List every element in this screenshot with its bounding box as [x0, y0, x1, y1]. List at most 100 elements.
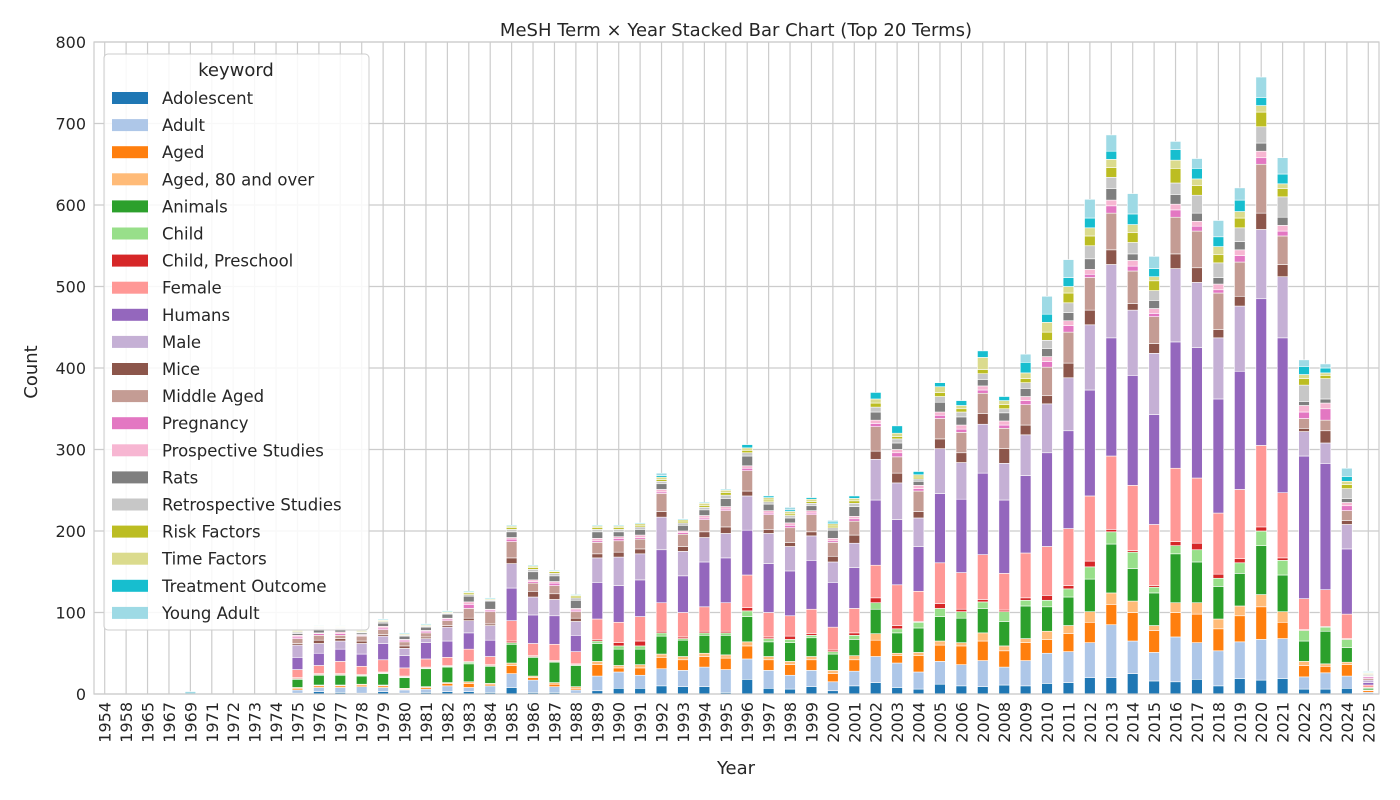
bar-segment	[1105, 205, 1117, 214]
bar-segment	[1041, 683, 1053, 695]
legend-label: Time Factors	[161, 550, 267, 569]
bar-segment	[1298, 411, 1310, 419]
bar-segment	[955, 664, 968, 687]
bar-segment	[634, 687, 646, 695]
bar-segment	[1276, 574, 1289, 612]
bar-segment	[1062, 325, 1075, 333]
bar-segment	[591, 553, 603, 559]
bar-segment	[548, 575, 561, 582]
bar-segment	[548, 569, 561, 572]
bar-segment	[1148, 290, 1160, 301]
bar-segment	[398, 655, 411, 669]
bar-segment	[955, 424, 968, 430]
bar-segment	[1062, 312, 1075, 322]
bar-segment	[1255, 111, 1267, 128]
bar-segment	[591, 531, 603, 539]
bar-segment	[1169, 612, 1182, 638]
bar-segment	[827, 626, 839, 651]
bar-segment	[1234, 641, 1246, 679]
bar-segment	[1234, 489, 1246, 560]
bar-segment	[527, 591, 539, 598]
bar-segment	[870, 633, 882, 641]
bar-segment	[934, 392, 946, 397]
bar-segment	[356, 686, 368, 694]
bar-segment	[548, 582, 561, 586]
bar-segment	[912, 655, 925, 673]
x-tick-label: 1998	[781, 702, 800, 743]
bar-segment	[1234, 615, 1246, 643]
bar-segment	[420, 668, 432, 687]
bar-segment	[1341, 488, 1353, 499]
bar-segment	[741, 455, 753, 467]
bar-segment	[1169, 467, 1182, 542]
bar-segment	[677, 533, 689, 547]
bar-segment	[1276, 188, 1289, 198]
bar-segment	[1019, 382, 1032, 389]
bar-segment	[1019, 372, 1032, 379]
bar-segment	[1191, 168, 1203, 180]
bar-segment	[1234, 295, 1246, 307]
bar-segment	[912, 488, 925, 492]
x-tick-label: 2016	[1167, 702, 1186, 743]
bar-segment	[1084, 389, 1096, 497]
bar-segment	[1041, 295, 1053, 315]
bar-segment	[955, 685, 968, 695]
bar-segment	[762, 659, 775, 671]
x-tick-label: 1976	[310, 702, 329, 743]
bar-segment	[613, 687, 625, 695]
bar-segment	[977, 632, 989, 642]
bar-segment	[1041, 361, 1053, 368]
bar-segment	[934, 644, 946, 662]
bar-segment	[634, 645, 646, 650]
x-tick-label: 1965	[139, 702, 158, 743]
bar-segment	[1019, 353, 1032, 363]
bar-segment	[1212, 398, 1225, 514]
x-tick-label: 2001	[845, 702, 864, 743]
bar-segment	[1234, 562, 1246, 574]
bar-segment	[1191, 194, 1203, 214]
bar-segment	[1255, 679, 1267, 695]
series-group	[291, 111, 1374, 675]
bar-segment	[1276, 611, 1289, 623]
bar-segment	[977, 686, 989, 695]
series-group	[291, 105, 1374, 674]
bar-segment	[891, 442, 903, 450]
bar-segment	[805, 686, 818, 695]
bar-segment	[741, 607, 753, 612]
bar-segment	[1019, 404, 1032, 426]
bar-segment	[912, 652, 925, 656]
bar-segment	[784, 546, 796, 572]
legend-swatch	[112, 444, 148, 457]
bar-segment	[634, 648, 646, 665]
bar-segment	[977, 640, 989, 661]
bar-segment	[1105, 543, 1117, 594]
bar-segment	[677, 524, 689, 532]
bar-segment	[998, 573, 1010, 611]
bar-segment	[698, 507, 711, 511]
legend-label: Risk Factors	[162, 523, 261, 542]
bar-segment	[955, 428, 968, 433]
bar-segment	[655, 685, 668, 695]
bar-segment	[1319, 375, 1332, 379]
bar-segment	[1019, 388, 1032, 397]
bar-segment	[1234, 249, 1246, 256]
bar-segment	[441, 610, 454, 612]
bar-segment	[655, 657, 668, 670]
bar-segment	[1019, 638, 1032, 643]
bar-segment	[741, 467, 753, 471]
bar-segment	[720, 669, 732, 693]
bar-segment	[1084, 309, 1096, 326]
bar-segment	[677, 522, 689, 526]
bar-segment	[1319, 672, 1332, 690]
series-group	[291, 229, 1374, 683]
bar-segment	[848, 659, 860, 672]
bar-segment	[1341, 502, 1353, 507]
bar-segment	[1127, 485, 1139, 551]
bar-segment	[848, 500, 860, 504]
bar-segment	[934, 386, 946, 393]
bar-segment	[655, 493, 668, 512]
bar-segment	[998, 408, 1010, 414]
bar-segment	[548, 593, 561, 600]
bar-segment	[762, 495, 775, 498]
bar-segment	[1019, 378, 1032, 383]
